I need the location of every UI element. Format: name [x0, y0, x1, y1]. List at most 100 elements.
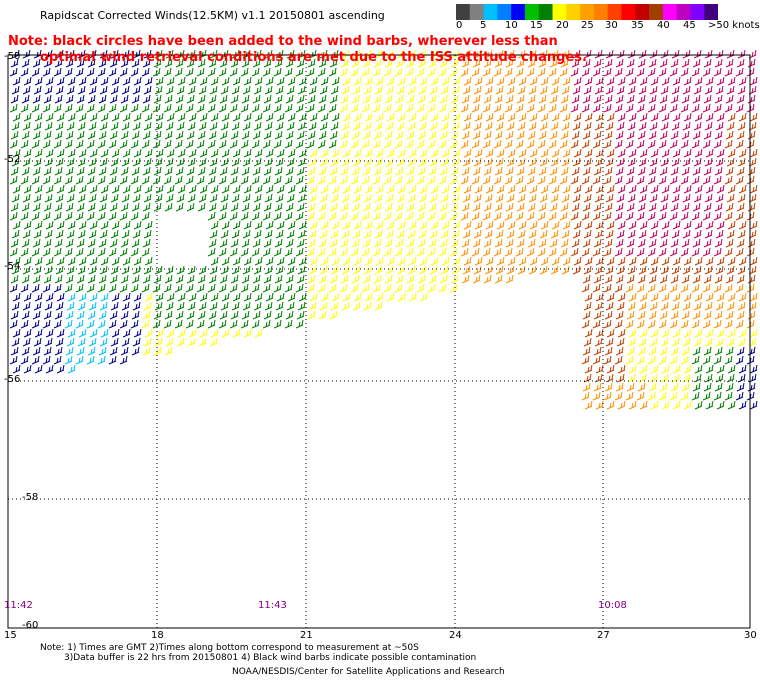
note-line-1: Note: black circles have been added to t… [8, 34, 558, 49]
lon-label: 21 [300, 630, 313, 641]
wind-barb [605, 301, 614, 311]
wind-barb [538, 58, 547, 68]
pass-time-label: 11:42 [4, 600, 33, 611]
wind-barb [176, 121, 185, 131]
wind-barb [78, 184, 87, 194]
wind-barb [595, 184, 604, 194]
wind-barb [628, 148, 637, 158]
wind-barb [120, 238, 129, 248]
wind-barb [406, 58, 415, 68]
wind-barb [429, 193, 438, 203]
wind-barb [606, 184, 615, 194]
wind-barb [637, 346, 646, 356]
wind-barb [691, 103, 700, 113]
wind-barb [361, 103, 370, 113]
wind-barb [22, 121, 31, 131]
wind-barb [551, 256, 560, 266]
wind-barb [683, 400, 692, 410]
wind-barb [735, 67, 744, 77]
wind-barb [440, 265, 449, 275]
wind-barb [33, 85, 42, 95]
wind-barb [362, 130, 371, 140]
legend-swatch [524, 4, 540, 20]
wind-barb [383, 211, 392, 221]
wind-barb [229, 139, 238, 149]
lat-label: -58 [22, 492, 39, 503]
wind-barb [242, 85, 251, 95]
wind-barb [42, 103, 51, 113]
wind-barb [549, 166, 558, 176]
wind-barb [383, 247, 392, 257]
wind-barb [724, 319, 733, 329]
wind-barb [595, 76, 604, 86]
wind-barb [240, 211, 249, 221]
wind-barb [351, 166, 360, 176]
wind-barb [318, 238, 327, 248]
wind-barb [419, 112, 428, 122]
wind-barb [88, 229, 97, 239]
wind-barb [561, 193, 570, 203]
wind-barb [394, 211, 403, 221]
wind-barb [583, 157, 592, 167]
wind-barb [659, 94, 668, 104]
wind-barb [669, 283, 678, 293]
wind-barb [417, 130, 426, 140]
wind-barb [155, 328, 164, 338]
wind-barb [67, 220, 76, 230]
wind-barb [737, 157, 746, 167]
wind-barb [374, 301, 383, 311]
wind-barb [363, 301, 372, 311]
wind-barb [77, 157, 86, 167]
wind-barb [120, 202, 129, 212]
wind-barb [317, 175, 326, 185]
wind-barb [384, 238, 393, 248]
wind-barb [451, 121, 460, 131]
wind-barb [615, 310, 624, 320]
wind-barb [636, 391, 645, 401]
footer-credit: NOAA/NESDIS/Center for Satellite Applica… [232, 667, 505, 677]
wind-barb [130, 319, 139, 329]
wind-barb [670, 346, 679, 356]
wind-barb [462, 193, 471, 203]
wind-barb [86, 67, 95, 77]
wind-barb [397, 112, 406, 122]
wind-barb [738, 112, 747, 122]
wind-barb [295, 319, 304, 329]
wind-barb [451, 157, 460, 167]
wind-barb [42, 211, 51, 221]
wind-barb [736, 346, 745, 356]
wind-barb [33, 157, 42, 167]
wind-barb [724, 139, 733, 149]
wind-barb [342, 112, 351, 122]
wind-barb [615, 382, 624, 392]
wind-barb [483, 238, 492, 248]
wind-barb [251, 319, 260, 329]
wind-barb [32, 166, 41, 176]
lat-label: -52 [4, 154, 21, 165]
wind-barb [45, 364, 54, 374]
wind-barb [231, 265, 240, 275]
wind-barb [592, 139, 601, 149]
wind-barb [154, 265, 163, 275]
wind-barb [31, 211, 40, 221]
wind-barb [11, 121, 20, 131]
wind-barb [109, 238, 118, 248]
wind-barb [660, 157, 669, 167]
wind-barb [582, 202, 591, 212]
wind-barb [694, 76, 703, 86]
wind-barb [66, 121, 75, 131]
wind-barb [648, 382, 657, 392]
wind-barb [471, 103, 480, 113]
wind-barb [725, 130, 734, 140]
wind-barb [110, 121, 119, 131]
wind-barb [43, 202, 52, 212]
wind-barb [658, 175, 667, 185]
wind-barb [132, 301, 141, 311]
wind-barb [142, 166, 151, 176]
wind-barb [493, 139, 502, 149]
wind-barb [34, 220, 43, 230]
wind-barb [330, 265, 339, 275]
wind-barb [725, 238, 734, 248]
wind-barb [43, 238, 52, 248]
wind-barb [584, 328, 593, 338]
